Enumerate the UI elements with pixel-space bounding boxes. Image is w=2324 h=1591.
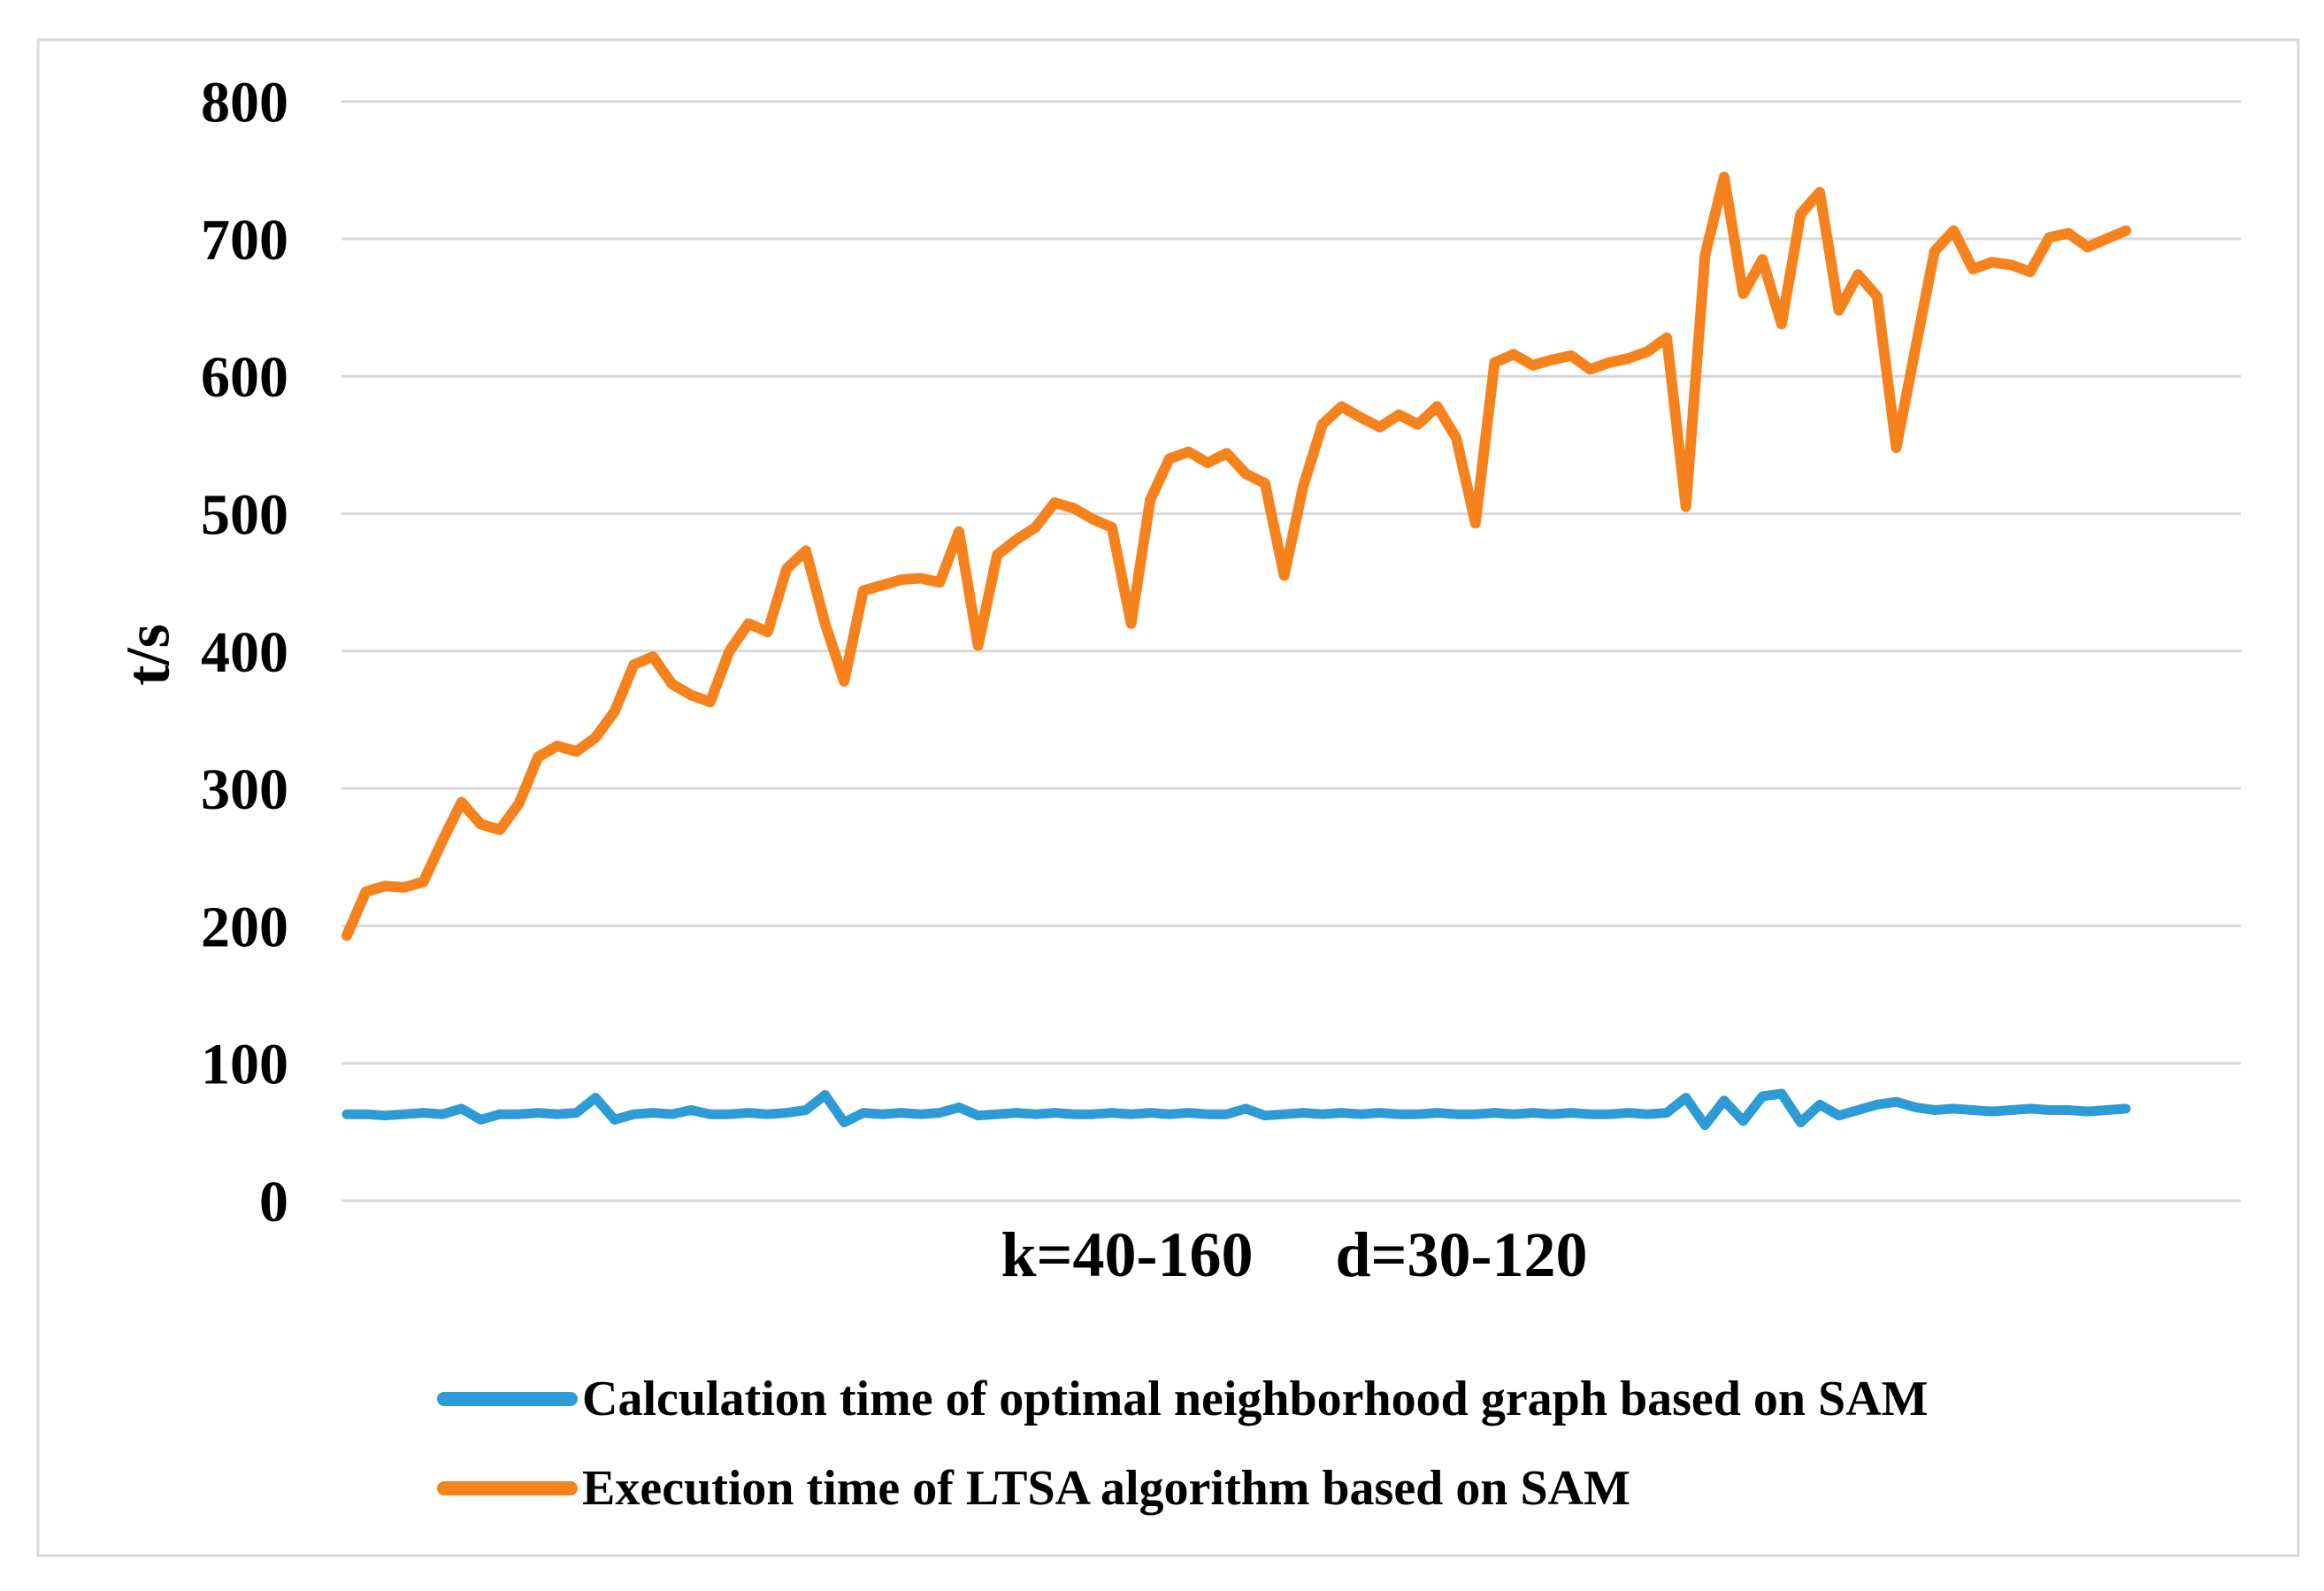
legend-label-execution-time[interactable]: Execution time of LTSA algorithm based o… bbox=[582, 1461, 1630, 1516]
chart-border bbox=[36, 38, 2300, 1557]
x-axis-label-k-range: k=40-160 bbox=[1001, 1219, 1253, 1290]
y-axis-tick-label: 700 bbox=[201, 208, 288, 273]
legend-label-calculation-time[interactable]: Calculation time of optimal neighborhood… bbox=[582, 1372, 1929, 1426]
y-axis-tick-label: 400 bbox=[201, 620, 288, 685]
legend: Calculation time of optimal neighborhood… bbox=[437, 1372, 1929, 1516]
y-axis-tick-label: 0 bbox=[259, 1170, 288, 1234]
y-axis-tick-label: 200 bbox=[201, 895, 288, 959]
y-axis-tick-labels: 0 100 200 300 400 500 600 700 800 bbox=[201, 71, 288, 1234]
series-line-calculation-time[interactable] bbox=[341, 1088, 2131, 1131]
y-axis-tick-label: 500 bbox=[201, 483, 288, 548]
y-axis-tick-label: 600 bbox=[201, 345, 288, 410]
y-axis-tick-label: 300 bbox=[201, 757, 288, 822]
y-axis-tick-label: 800 bbox=[201, 71, 288, 135]
y-axis-title: t/s bbox=[115, 624, 183, 686]
x-axis-label-d-range: d=30-120 bbox=[1335, 1219, 1587, 1290]
gridlines bbox=[341, 100, 2241, 1203]
y-axis-tick-label: 100 bbox=[201, 1033, 288, 1097]
series-line-execution-time[interactable] bbox=[341, 172, 2131, 942]
